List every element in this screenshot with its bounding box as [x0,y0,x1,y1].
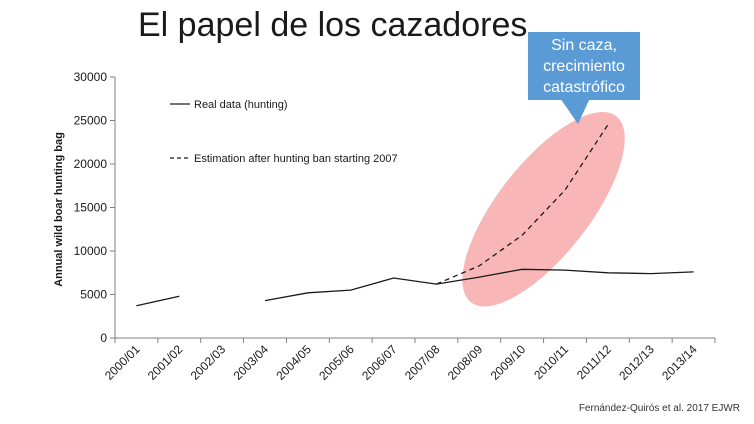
x-tick-label: 2001/02 [145,342,186,383]
series-line-1 [264,268,694,302]
callout-line-3: catastrófico [543,78,625,96]
highlight-ellipse [462,112,625,307]
x-tick-label: 2012/13 [616,342,657,383]
legend-label-2: Estimation after hunting ban starting 20… [194,153,398,165]
x-tick-label: 2006/07 [359,342,400,383]
y-tick-label: 0 [100,331,107,345]
y-tick-label: 15000 [74,201,108,215]
y-tick-label: 10000 [74,244,108,258]
x-tick-label: 2004/05 [273,342,314,383]
callout-line-2: crecimiento [543,57,625,75]
source-citation: Fernández-Quirós et al. 2017 EJWR [578,403,740,414]
x-tick-label: 2005/06 [316,342,357,383]
y-tick-label: 30000 [74,70,108,84]
y-tick-label: 5000 [80,288,107,302]
x-tick-label: 2002/03 [188,342,229,383]
x-tick-label: 2000/01 [102,342,143,383]
callout-pointer [560,98,590,124]
legend-label-1: Real data (hunting) [194,99,288,111]
x-tick-label: 2009/10 [488,342,529,383]
callout-box: Sin caza, crecimiento catastrófico [528,32,640,100]
callout-line-1: Sin caza, [551,36,617,54]
slide-title: El papel de los cazadores [138,6,528,44]
series-line-1 [136,295,180,307]
x-tick-label: 2007/08 [402,342,443,383]
x-tick-label: 2013/14 [659,342,700,383]
x-tick-label: 2008/09 [445,342,486,383]
x-tick-label: 2010/11 [531,342,571,382]
y-tick-label: 20000 [74,157,108,171]
x-tick-label: 2003/04 [231,342,272,383]
y-axis-title: Annual wild boar hunting bag [53,132,65,287]
x-tick-label: 2011/12 [574,342,614,382]
y-tick-label: 25000 [74,114,108,128]
series-line-2 [436,124,609,285]
